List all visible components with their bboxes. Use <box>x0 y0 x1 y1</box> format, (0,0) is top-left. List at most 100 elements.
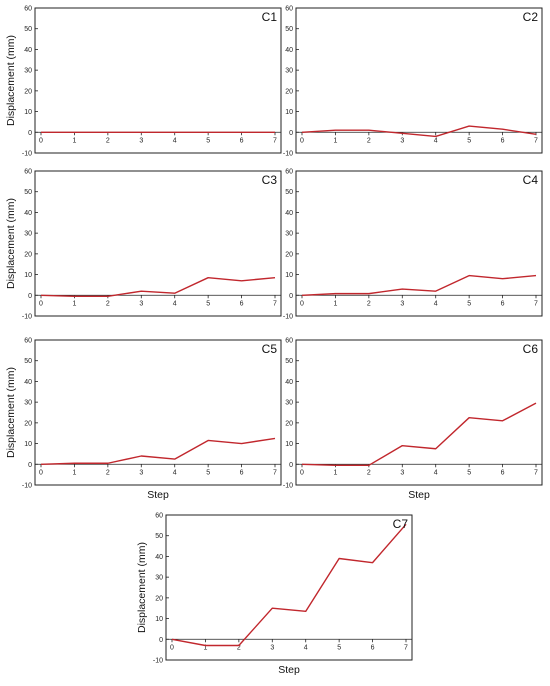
x-tick-label: 1 <box>72 469 76 476</box>
x-tick-label: 2 <box>367 300 371 307</box>
x-tick-label: 0 <box>39 137 43 144</box>
y-tick-label: 20 <box>24 88 32 95</box>
chart-panel-c5: -10 0 10 20 30 40 50 60 0 1 2 3 4 5 6 7 C5 Displacement (… <box>5 338 282 501</box>
x-tick-label: 6 <box>501 300 505 307</box>
y-tick-label: 0 <box>289 293 293 300</box>
x-tick-label: 5 <box>467 469 471 476</box>
x-tick-label: 5 <box>206 137 210 144</box>
chart-panel-c6: -10 0 10 20 30 40 50 60 0 1 2 3 4 5 6 7 C6 Step <box>283 338 543 501</box>
plot-frame <box>295 7 543 154</box>
x-tick-label: 6 <box>240 469 244 476</box>
y-tick-label: 40 <box>285 47 293 54</box>
y-tick-label: 10 <box>285 109 293 116</box>
x-tick-label: 2 <box>106 137 110 144</box>
x-axis-title: Step <box>408 489 430 501</box>
x-tick-label: 1 <box>333 469 337 476</box>
y-tick-label: -10 <box>22 314 32 321</box>
plot-frame <box>295 339 543 486</box>
panel-label: C6 <box>523 342 539 356</box>
chart-panel-c7: -10 0 10 20 30 40 50 60 0 1 2 3 4 5 6 7 C7 Displacement (… <box>136 513 413 676</box>
y-tick-label: 60 <box>24 169 32 176</box>
x-tick-label: 6 <box>240 300 244 307</box>
y-tick-label: 40 <box>285 210 293 217</box>
x-tick-label: 7 <box>404 644 408 651</box>
series-line <box>301 125 537 138</box>
chart-panel-c2: -10 0 10 20 30 40 50 60 0 1 2 3 4 5 6 7 C2 <box>283 6 543 158</box>
x-tick-label: 1 <box>333 300 337 307</box>
x-tick-label: 4 <box>173 300 177 307</box>
y-tick-label: 30 <box>285 400 293 407</box>
y-axis-title: Displacement (mm) <box>136 542 148 633</box>
y-tick-label: 30 <box>24 400 32 407</box>
x-tick-label: 4 <box>434 300 438 307</box>
panel-label: C7 <box>393 517 409 531</box>
x-tick-label: 5 <box>467 300 471 307</box>
y-tick-label: 30 <box>24 231 32 238</box>
panel-label: C1 <box>262 10 278 24</box>
series-line <box>301 274 537 296</box>
x-tick-label: 1 <box>333 137 337 144</box>
x-tick-label: 6 <box>240 137 244 144</box>
x-tick-label: 4 <box>434 469 438 476</box>
panel-label: C5 <box>262 342 278 356</box>
y-tick-label: -10 <box>22 151 32 158</box>
y-tick-label: 40 <box>24 47 32 54</box>
x-tick-label: 2 <box>237 644 241 651</box>
y-tick-label: 30 <box>24 68 32 75</box>
x-tick-label: 7 <box>534 469 538 476</box>
y-tick-label: 60 <box>285 169 293 176</box>
x-tick-label: 2 <box>367 137 371 144</box>
y-tick-label: 40 <box>24 210 32 217</box>
x-tick-label: 3 <box>139 137 143 144</box>
series-line <box>40 437 276 465</box>
x-tick-label: 3 <box>400 469 404 476</box>
y-tick-label: 10 <box>285 272 293 279</box>
y-tick-label: -10 <box>283 483 293 490</box>
y-tick-label: 50 <box>285 358 293 365</box>
x-tick-label: 3 <box>270 644 274 651</box>
x-axis-title: Step <box>147 489 169 501</box>
x-tick-label: 6 <box>501 137 505 144</box>
y-tick-label: 10 <box>155 616 163 623</box>
y-tick-label: 60 <box>24 6 32 13</box>
x-tick-label: 5 <box>206 469 210 476</box>
chart-panel-c1: -10 0 10 20 30 40 50 60 0 1 2 3 4 5 6 7 C1 Displacement (… <box>5 6 282 158</box>
y-tick-label: 50 <box>24 26 32 33</box>
y-tick-label: 0 <box>28 293 32 300</box>
x-tick-label: 0 <box>300 469 304 476</box>
x-tick-label: 7 <box>273 300 277 307</box>
series-line <box>171 523 407 647</box>
chart-panel-c4: -10 0 10 20 30 40 50 60 0 1 2 3 4 5 6 7 C4 <box>283 169 543 321</box>
x-tick-label: 3 <box>400 137 404 144</box>
y-tick-label: 0 <box>28 462 32 469</box>
y-tick-label: 20 <box>285 420 293 427</box>
y-tick-label: 60 <box>285 6 293 13</box>
y-tick-label: 30 <box>155 575 163 582</box>
y-tick-label: 40 <box>155 554 163 561</box>
y-tick-label: 50 <box>24 189 32 196</box>
x-tick-label: 4 <box>434 137 438 144</box>
x-axis-title: Step <box>278 664 300 676</box>
x-tick-label: 2 <box>106 469 110 476</box>
x-tick-label: 6 <box>501 469 505 476</box>
y-tick-label: 50 <box>285 189 293 196</box>
plot-frame <box>295 170 543 317</box>
y-axis-title: Displacement (mm) <box>5 198 17 289</box>
x-tick-label: 4 <box>173 469 177 476</box>
panel-label: C4 <box>523 173 539 187</box>
y-tick-label: 10 <box>24 109 32 116</box>
y-tick-label: -10 <box>153 658 163 665</box>
plot-frame <box>34 7 282 154</box>
y-tick-label: 30 <box>285 231 293 238</box>
y-tick-label: 10 <box>24 272 32 279</box>
x-tick-label: 4 <box>173 137 177 144</box>
y-tick-label: 50 <box>24 358 32 365</box>
chart-panel-c3: -10 0 10 20 30 40 50 60 0 1 2 3 4 5 6 7 C3 Displacement (… <box>5 169 282 321</box>
y-tick-label: 50 <box>155 533 163 540</box>
y-tick-label: 60 <box>24 338 32 345</box>
x-tick-label: 0 <box>300 300 304 307</box>
y-tick-label: 10 <box>24 441 32 448</box>
y-tick-label: 40 <box>285 379 293 386</box>
plot-frame <box>34 339 282 486</box>
y-tick-label: -10 <box>22 483 32 490</box>
